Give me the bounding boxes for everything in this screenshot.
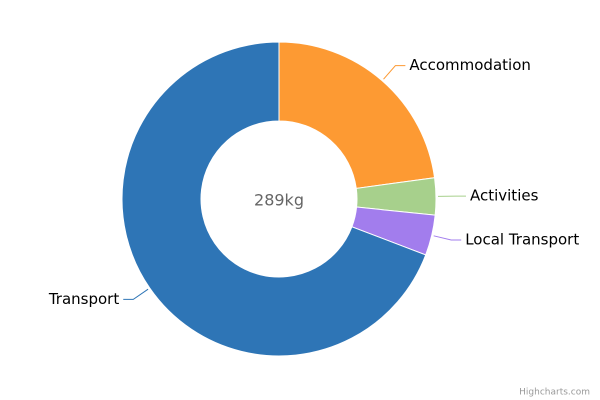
connector: [123, 288, 149, 300]
center-label: 289kg: [254, 191, 304, 210]
slice-label: Activities: [470, 187, 539, 205]
connector: [383, 65, 406, 80]
credit[interactable]: Highcharts.com: [519, 388, 590, 398]
slice-label: Accommodation: [409, 56, 531, 74]
connector: [433, 235, 462, 241]
slice: [121, 41, 427, 357]
slice: [278, 41, 436, 189]
slice-label: Local Transport: [465, 230, 579, 248]
slice-label: Transport: [48, 290, 120, 308]
